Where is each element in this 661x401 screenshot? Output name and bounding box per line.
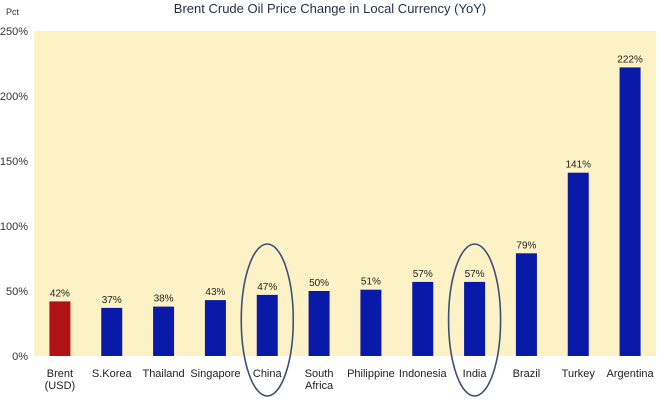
data-label: 50% <box>309 278 329 289</box>
data-label: 37% <box>102 295 122 306</box>
data-label: 43% <box>205 287 225 298</box>
bar <box>153 306 175 356</box>
data-label: 42% <box>50 288 70 299</box>
y-axis-label: Pct <box>6 7 20 17</box>
data-labels: 42% 37% 38% 43% 47% 50% 51% 57% 57% 79% 141% 222% <box>50 54 643 306</box>
y-tick-label: 200% <box>0 91 28 103</box>
bar <box>464 281 486 356</box>
highlight-ellipses <box>240 243 502 397</box>
data-label: 38% <box>154 294 174 305</box>
y-tick-label: 150% <box>0 156 28 168</box>
bar <box>360 289 382 356</box>
x-tick-label: South Africa <box>305 368 334 392</box>
data-label: 57% <box>465 269 485 280</box>
bar <box>204 300 226 356</box>
data-label: 79% <box>516 240 536 251</box>
x-tick-label: Thailand <box>142 368 184 380</box>
x-tick-label: Singapore <box>190 368 240 380</box>
chart-title: Brent Crude Oil Price Change in Local Cu… <box>174 1 486 16</box>
x-tick-label: Turkey <box>562 368 596 380</box>
bar <box>619 67 641 357</box>
x-tick-label: China <box>253 368 283 380</box>
bars <box>49 67 641 357</box>
data-label: 57% <box>413 269 433 280</box>
x-axis: Brent (USD) S.Korea Thailand Singapore China S… <box>45 368 655 392</box>
plot-area <box>34 31 656 356</box>
bar <box>567 172 589 356</box>
bar <box>49 301 71 356</box>
bar <box>256 294 278 356</box>
x-tick-label: S.Korea <box>92 368 133 380</box>
data-label: 222% <box>617 54 643 65</box>
x-tick-label: India <box>463 368 488 380</box>
y-tick-label: 0% <box>12 351 28 363</box>
x-tick-label: Brazil <box>513 368 541 380</box>
bar <box>101 307 123 356</box>
x-tick-label: Argentina <box>607 368 655 380</box>
y-tick-label: 50% <box>6 286 28 298</box>
x-tick-label: Indonesia <box>399 368 448 380</box>
highlight-ellipse <box>240 243 295 397</box>
y-axis: 0% 50% 100% 150% 200% 250% <box>0 26 28 363</box>
highlight-ellipse <box>447 243 502 397</box>
bar <box>515 253 537 356</box>
bar <box>412 281 434 356</box>
x-tick-label: Philippine <box>347 368 395 380</box>
bar <box>308 291 330 356</box>
data-label: 141% <box>565 160 591 171</box>
data-label: 47% <box>257 282 277 293</box>
x-tick-label: Brent (USD) <box>45 368 76 392</box>
y-tick-label: 100% <box>0 221 28 233</box>
data-label: 51% <box>361 277 381 288</box>
y-tick-label: 250% <box>0 26 28 38</box>
